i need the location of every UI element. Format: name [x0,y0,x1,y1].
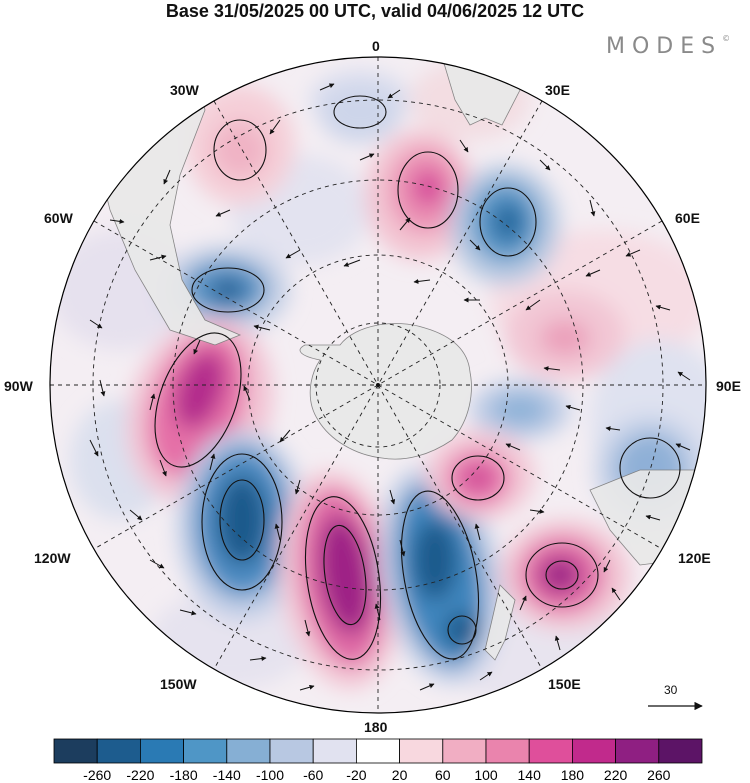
colorbar-tick-label: -60 [303,767,323,783]
contour-lines [154,95,681,660]
parallel-70s [247,254,509,516]
parallel-60s [172,179,584,591]
meridian-30w [213,100,543,670]
colorbar-swatch [528,738,573,764]
colorbar-tick-label: 60 [435,767,451,783]
lon-label-0: 0 [372,38,380,54]
colorbar-tick-label: 180 [561,767,585,783]
lon-label-30e: 30E [545,82,570,98]
colorbar-tick-label: -260 [83,767,111,783]
colorbar-swatch [615,738,660,764]
lon-label-180: 180 [364,719,388,735]
colorbar-tick-label: -140 [213,767,241,783]
reference-vector-label: 30 [664,683,678,697]
colorbar-swatch [139,738,184,764]
south-pole-dot [376,383,380,387]
colorbar-tick-label: -220 [126,767,154,783]
brand-text: MODES [606,34,723,59]
meridian-60w [93,220,663,550]
colorbar-tick-label: 260 [647,767,671,783]
colorbar-swatch [96,738,141,764]
map-border [49,56,707,714]
parallel-50s [92,99,664,671]
map-title: Base 31/05/2025 00 UTC, valid 04/06/2025… [165,1,585,21]
colorbar-tick-label: -100 [256,767,284,783]
lon-label-120e: 120E [678,550,711,566]
parallel-80s [315,322,441,448]
meridian-30e [213,100,543,670]
wind-vectors [89,83,691,691]
colorbar-swatch [399,738,444,764]
colorbar-swatch [226,738,271,764]
brand-mark: © [722,34,731,43]
lon-label-30w: 30W [170,82,199,98]
colorbar-tick-label: 20 [392,767,408,783]
lon-label-60w: 60W [44,210,73,226]
colorbar-swatch [183,738,228,764]
colorbar-tick-label: 220 [604,767,628,783]
lon-label-150e: 150E [548,676,581,692]
colorbar-tick-label: 100 [474,767,498,783]
colorbar-swatch [442,738,487,764]
colorbar-swatch [658,738,703,764]
lon-label-120w: 120W [34,550,71,566]
colorbar-swatch [572,738,617,764]
lon-label-90w: 90W [4,378,33,394]
map-disk [50,57,706,713]
antarctica-land [299,323,472,460]
colorbar-swatch [485,738,530,764]
lon-label-150w: 150W [160,676,197,692]
colorbar-swatch [355,738,400,764]
colorbar-swatch [269,738,314,764]
new-zealand-land [484,584,516,661]
meridian-60e [93,220,663,550]
colorbar-swatch [312,738,357,764]
lon-label-60e: 60E [675,210,700,226]
anomaly-field [50,60,706,710]
colorbar-tick-label: -180 [170,767,198,783]
brand-logo: MODES© [606,34,730,59]
colorbar-tick-label: -20 [346,767,366,783]
colorbar: -260 -220 -180 -140 -100 -60 -20 20 60 100 140 180 2… [53,738,703,783]
lon-label-90e: 90E [716,378,741,394]
colorbar-tick-label: 140 [518,767,542,783]
colorbar-swatch [53,738,98,764]
